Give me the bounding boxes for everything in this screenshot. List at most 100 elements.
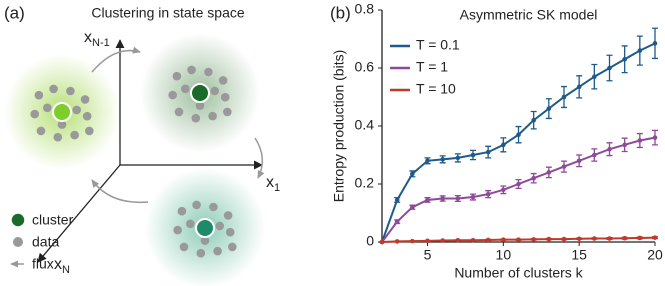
panel-label: (a) bbox=[4, 3, 25, 22]
legend-label: cluster bbox=[32, 212, 74, 228]
data-point bbox=[410, 204, 415, 210]
series-line bbox=[381, 136, 656, 243]
legend-label: data bbox=[32, 234, 59, 250]
data-dot bbox=[174, 107, 184, 117]
data-dot bbox=[220, 92, 230, 102]
data-dot bbox=[191, 113, 201, 123]
x-tick-label: 5 bbox=[424, 247, 432, 263]
chart-title: Asymmetric SK model bbox=[460, 7, 598, 23]
data-dot bbox=[204, 67, 213, 77]
data-point bbox=[576, 84, 582, 90]
axis-label-base: x bbox=[84, 29, 92, 46]
diagram-title: Clustering in state space bbox=[91, 5, 245, 21]
legend-label: T = 10 bbox=[416, 81, 456, 97]
cluster-center bbox=[52, 102, 72, 122]
data-dot bbox=[223, 107, 232, 117]
cluster-center bbox=[195, 218, 215, 238]
data-dot bbox=[218, 76, 228, 85]
data-point bbox=[440, 196, 445, 201]
data-dot bbox=[215, 221, 224, 231]
data-point bbox=[622, 142, 627, 148]
data-point bbox=[470, 194, 476, 200]
data-point bbox=[470, 237, 476, 243]
data-point bbox=[379, 239, 385, 245]
legend-label: flux bbox=[32, 256, 54, 272]
y-tick-label: 0.6 bbox=[355, 59, 375, 75]
data-point bbox=[607, 146, 612, 152]
data-dot bbox=[186, 219, 195, 229]
data-point bbox=[425, 197, 430, 203]
data-point bbox=[485, 191, 491, 197]
data-point bbox=[425, 238, 430, 244]
data-point bbox=[652, 235, 658, 240]
data-dot bbox=[213, 246, 222, 256]
data-point bbox=[576, 158, 582, 164]
data-point bbox=[637, 138, 643, 143]
data-point bbox=[622, 235, 627, 241]
data-point bbox=[410, 171, 415, 177]
data-dot bbox=[192, 200, 201, 210]
data-dot bbox=[195, 101, 205, 110]
data-dot bbox=[49, 84, 58, 94]
data-point bbox=[592, 74, 597, 79]
axis-label-sub: 1 bbox=[274, 182, 280, 194]
legend-label: T = 0.1 bbox=[416, 37, 460, 53]
axis-label: xN bbox=[54, 256, 70, 276]
data-point bbox=[561, 94, 567, 100]
legend-label: T = 1 bbox=[416, 59, 448, 75]
data-dot bbox=[179, 242, 189, 252]
flux-arrow bbox=[254, 137, 265, 179]
data-dot bbox=[53, 132, 63, 142]
data-dot bbox=[228, 242, 237, 252]
data-dot bbox=[196, 248, 206, 258]
cluster-center bbox=[190, 83, 210, 103]
data-point bbox=[516, 181, 521, 187]
data-dot bbox=[82, 111, 92, 121]
data-point bbox=[425, 158, 430, 164]
data-point bbox=[455, 155, 461, 161]
data-point bbox=[470, 152, 476, 158]
axis-label-sub: N bbox=[62, 264, 70, 276]
y-tick-label: 0.4 bbox=[355, 117, 375, 133]
data-point bbox=[637, 235, 643, 241]
y-tick-label: 0 bbox=[366, 233, 374, 249]
data-point bbox=[440, 238, 445, 243]
data-dot bbox=[225, 227, 235, 237]
data-dot bbox=[181, 84, 190, 94]
data-point bbox=[546, 106, 552, 111]
data-point bbox=[516, 237, 521, 242]
data-point bbox=[501, 142, 506, 148]
data-point bbox=[531, 175, 536, 181]
data-dot bbox=[85, 126, 94, 136]
data-dot bbox=[57, 120, 67, 129]
axis-label-base: x bbox=[54, 256, 62, 273]
data-point bbox=[501, 187, 506, 193]
axis-label-sub: N-1 bbox=[92, 37, 110, 49]
data-point bbox=[501, 237, 506, 242]
data-point bbox=[440, 157, 445, 162]
data-dot bbox=[80, 95, 90, 104]
legend-cluster-icon bbox=[10, 212, 26, 228]
data-point bbox=[516, 132, 521, 137]
data-dot bbox=[30, 109, 39, 119]
data-dot bbox=[43, 103, 52, 113]
data-point bbox=[531, 117, 536, 123]
data-point bbox=[561, 236, 567, 242]
data-dot bbox=[173, 225, 182, 235]
data-point bbox=[410, 238, 415, 244]
data-point bbox=[485, 237, 491, 243]
x-tick-label: 15 bbox=[571, 247, 587, 263]
data-point bbox=[561, 164, 567, 169]
panel-label: (b) bbox=[330, 3, 351, 22]
legend-data-icon bbox=[13, 237, 23, 247]
data-dot bbox=[72, 105, 81, 115]
diagram bbox=[4, 33, 265, 286]
data-dot bbox=[209, 202, 218, 212]
data-dot bbox=[223, 211, 233, 220]
data-point bbox=[394, 239, 400, 244]
data-point bbox=[576, 236, 582, 242]
y-axis-label: Entropy production (bits) bbox=[331, 50, 347, 203]
flux-arrow bbox=[91, 179, 149, 204]
data-dot bbox=[36, 126, 46, 136]
